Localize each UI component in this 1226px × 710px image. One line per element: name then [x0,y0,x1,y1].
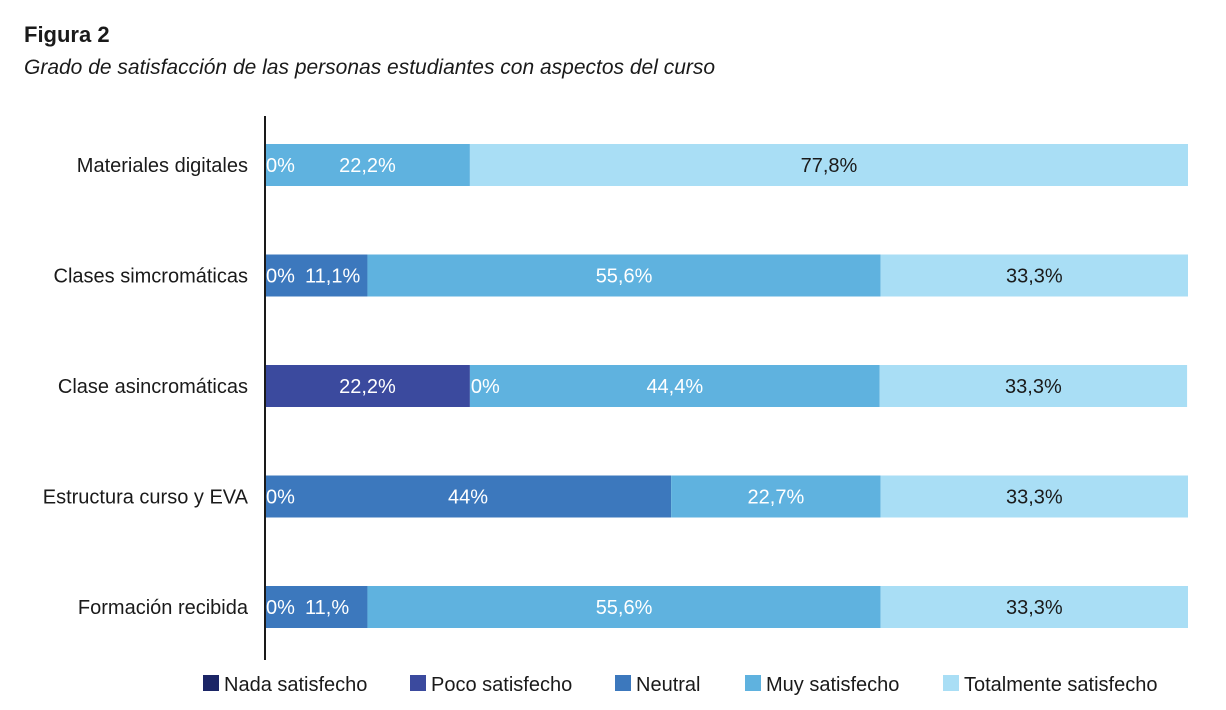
data-label: 44% [448,487,488,509]
data-label: 0% [266,487,295,509]
data-label: 44,4% [646,376,703,398]
bar-segment [265,144,470,186]
category-label: Formación recibida [78,597,249,619]
data-label: 22,2% [339,155,396,177]
data-label: 33,3% [1006,597,1063,619]
data-label: 55,6% [596,597,653,619]
data-label: 0% [266,597,295,619]
legend-label: Poco satisfecho [431,674,572,696]
data-label: 77,8% [801,155,858,177]
data-label: 0% [266,266,295,288]
legend-swatch [615,675,631,691]
data-label: 33,3% [1006,266,1063,288]
data-label: 0% [266,155,295,177]
bar-segment [880,475,1188,518]
category-label: Clases simcromáticas [54,266,248,288]
bar-segment [671,475,881,518]
data-label: 22,7% [748,487,805,509]
bar-segment [880,586,1188,628]
bar-segment [879,365,1188,407]
legend-swatch [410,675,426,691]
bar-segment [367,254,881,297]
bar-segment [367,586,881,628]
legend-label: Neutral [636,674,700,696]
bar-segment [265,254,368,297]
legend-label: Totalmente satisfecho [964,674,1157,696]
data-label: 11,1% [305,266,360,288]
bar-segment [469,365,880,407]
figure-title: Grado de satisfacción de las personas es… [24,56,716,79]
bar-segment [469,144,1188,186]
data-label: 55,6% [596,266,653,288]
category-label: Materiales digitales [77,155,248,177]
bar-segment [265,586,368,628]
legend-label: Nada satisfecho [224,674,367,696]
legend-swatch [203,675,219,691]
bar-segment [880,254,1188,297]
legend-swatch [745,675,761,691]
legend-swatch [943,675,959,691]
data-label: 0% [471,376,500,398]
data-label: 33,3% [1005,376,1062,398]
data-label: 33,3% [1006,487,1063,509]
category-label: Clase asincromáticas [58,376,248,398]
legend-label: Muy satisfecho [766,674,899,696]
bar-segment [265,475,672,518]
category-label: Estructura curso y EVA [43,487,249,509]
data-label: 11,% [305,597,349,619]
figure-label: Figura 2 [24,22,110,47]
data-label: 22,2% [339,376,396,398]
bar-segment [265,365,470,407]
